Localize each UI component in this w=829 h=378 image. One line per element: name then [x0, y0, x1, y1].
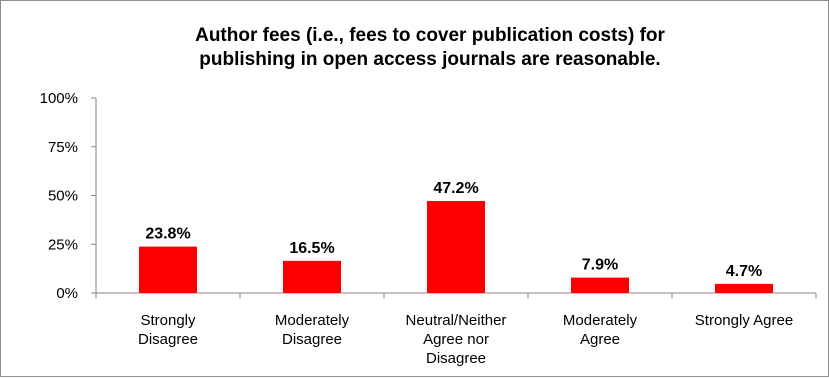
bar-data-label: 4.7% — [726, 263, 762, 280]
bar — [571, 277, 629, 293]
x-category-label: Strongly — [140, 312, 196, 329]
y-tick-label: 25% — [48, 236, 78, 253]
chart-category-labels: Strongly Disagree Moderately Disagree Neutra… — [138, 312, 793, 367]
bar-data-label: 47.2% — [433, 180, 478, 197]
y-tick-label: 0% — [56, 285, 78, 302]
x-category-label: Disagree — [426, 350, 486, 367]
chart-title-line: publishing in open access journals are r… — [199, 49, 660, 70]
chart-title: Author fees (i.e., fees to cover publica… — [195, 25, 665, 70]
chart-title-line: Author fees (i.e., fees to cover publica… — [195, 25, 665, 46]
x-category-label: Neutral/Neither — [406, 312, 507, 329]
chart-data-labels: 23.8% 16.5% 47.2% 7.9% 4.7% — [145, 180, 762, 280]
bar-data-label: 7.9% — [582, 257, 618, 274]
chart-bars — [139, 200, 773, 293]
y-tick-label: 50% — [48, 188, 78, 205]
x-category-label: Moderately — [563, 312, 638, 329]
x-category-label: Moderately — [275, 312, 350, 329]
y-tick-label: 100% — [40, 90, 78, 107]
x-category-label: Agree — [580, 331, 620, 348]
y-tick-label: 75% — [48, 139, 78, 156]
bar — [283, 260, 341, 293]
bar-data-label: 23.8% — [145, 226, 190, 243]
bar — [715, 283, 773, 293]
bar — [139, 246, 197, 293]
x-category-label: Agree nor — [423, 331, 489, 348]
x-category-label: Strongly Agree — [695, 312, 793, 329]
bar-data-label: 16.5% — [289, 240, 334, 257]
bar — [427, 200, 485, 293]
x-category-label: Disagree — [282, 331, 342, 348]
chart-axes: 0% 25% 50% 75% 100% — [40, 90, 817, 302]
x-category-label: Disagree — [138, 331, 198, 348]
